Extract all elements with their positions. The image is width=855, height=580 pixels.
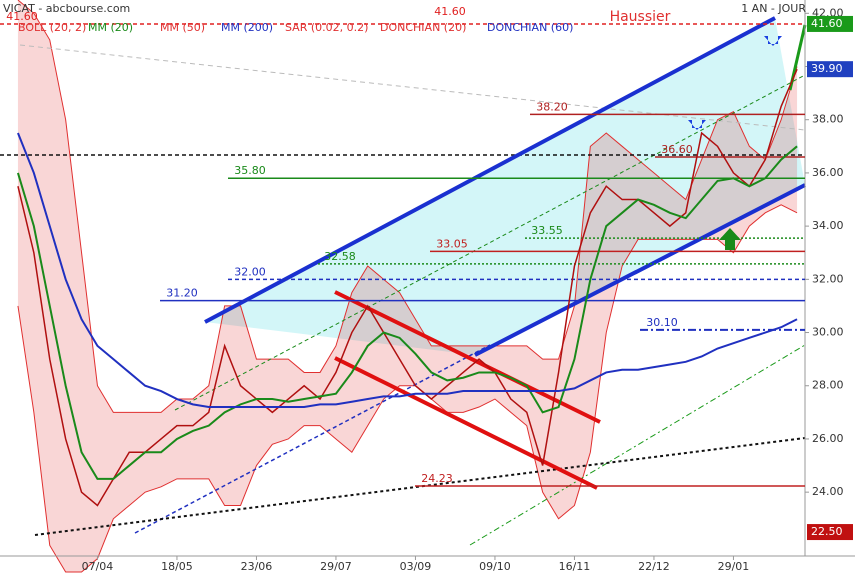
moving-average [16, 145, 798, 480]
level-label: 38.20 [536, 100, 568, 113]
y-tick-label: 36.00 [812, 166, 844, 179]
x-tick-label: 09/10 [479, 560, 511, 573]
level-label: 30.10 [646, 316, 678, 329]
trend-line [469, 344, 806, 546]
channel-fill [205, 18, 805, 355]
level-label: 35.80 [234, 164, 266, 177]
legend-entry: MM (50) [160, 21, 205, 34]
level-label: 41.60 [6, 10, 38, 23]
legend-entry: DONCHIAN (60) [487, 21, 573, 34]
moving-average [17, 132, 798, 409]
x-tick-label: 29/01 [718, 560, 750, 573]
y-tick-label: 24.00 [812, 485, 844, 498]
level-label: 24.23 [421, 472, 453, 485]
price-tag-label: 41.60 [811, 17, 843, 30]
trend-line [19, 44, 806, 131]
arrow-down [688, 120, 706, 130]
x-tick-label: 18/05 [161, 560, 193, 573]
x-tick-label: 07/04 [82, 560, 114, 573]
y-tick-label: 32.00 [812, 272, 844, 285]
price-tag-label: 22.50 [811, 525, 843, 538]
x-tick-label: 03/09 [400, 560, 432, 573]
period: 1 AN - JOUR [741, 2, 806, 15]
channel-line [204, 16, 776, 324]
price-tag-label: 39.90 [811, 62, 843, 75]
y-tick-label: 26.00 [812, 432, 844, 445]
level-label: 32.00 [234, 265, 266, 278]
arrow-up [719, 228, 741, 250]
y-tick-label: 30.00 [812, 326, 844, 339]
legend-entry: DONCHIAN (20) [380, 21, 466, 34]
channel-line [334, 290, 601, 424]
level-label: 41.60 [434, 5, 466, 18]
level-label: 36.60 [661, 143, 693, 156]
trend-line [134, 344, 491, 534]
x-tick-label: 16/11 [559, 560, 591, 573]
bollinger-upper [17, 0, 798, 413]
annotation: Haussier [610, 9, 671, 25]
price-tag [807, 15, 853, 32]
bollinger-fill [17, 0, 798, 572]
arrow-down [764, 36, 782, 46]
level-label: 33.05 [436, 237, 468, 250]
y-tick-label: 34.00 [812, 219, 844, 232]
price-tag [807, 524, 853, 541]
legend-entry: BOLL (20, 2) [18, 21, 86, 34]
legend-entry: MM (20) [88, 21, 133, 34]
channel-line [474, 183, 806, 357]
bollinger-lower [17, 204, 798, 573]
y-tick-label: 28.00 [812, 379, 844, 392]
level-label: 31.20 [166, 287, 198, 300]
chart-title: VICAT - abcbourse.com [3, 2, 130, 15]
x-tick-label: 23/06 [241, 560, 273, 573]
level-label: 32.58 [324, 250, 356, 263]
price-line [17, 68, 798, 507]
level-label: 33.55 [531, 224, 563, 237]
x-tick-label: 22/12 [638, 560, 670, 573]
y-tick-label: 38.00 [812, 113, 844, 126]
legend-entry: MM (200) [221, 21, 273, 34]
x-tick-label: 29/07 [320, 560, 352, 573]
channel-line [334, 356, 598, 490]
legend-entry: SAR (0.02, 0.2) [285, 21, 368, 34]
price-tag [807, 61, 853, 78]
